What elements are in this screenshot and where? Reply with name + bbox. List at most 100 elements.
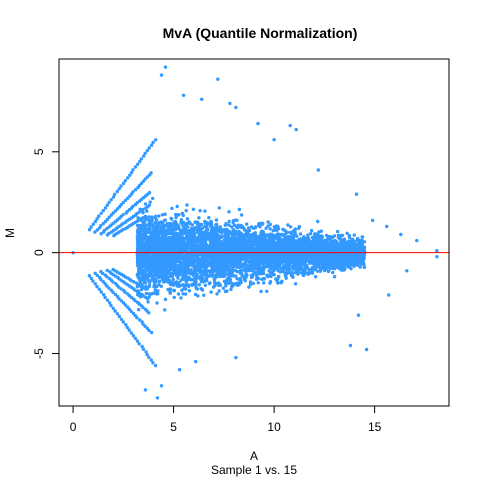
data-point [310, 271, 315, 275]
data-point [287, 239, 291, 243]
data-point [185, 278, 189, 283]
data-point [101, 208, 106, 213]
data-point [214, 223, 218, 227]
data-point [149, 358, 153, 362]
data-point [147, 215, 151, 219]
data-point [149, 171, 153, 175]
data-point [284, 261, 289, 265]
data-point [143, 223, 147, 228]
data-point [237, 207, 242, 212]
data-point [230, 225, 234, 229]
data-point [115, 189, 120, 194]
data-point [332, 275, 337, 279]
data-point [163, 228, 167, 232]
data-point [163, 308, 167, 312]
data-point [128, 173, 132, 177]
data-point [184, 209, 188, 213]
data-point [276, 281, 280, 285]
data-point [280, 269, 285, 273]
data-point [208, 273, 212, 277]
data-point [131, 333, 135, 338]
data-point [99, 224, 103, 228]
data-point [158, 224, 162, 228]
data-point [131, 280, 136, 284]
data-point [175, 226, 180, 231]
data-point [230, 240, 234, 244]
data-point [282, 228, 286, 232]
data-point [143, 202, 148, 206]
data-point [346, 265, 350, 269]
data-point [340, 233, 345, 237]
data-point [145, 353, 149, 357]
data-point [117, 297, 121, 301]
data-point [184, 248, 188, 253]
data-point [119, 317, 124, 321]
data-point [333, 265, 337, 270]
data-point [249, 245, 253, 249]
data-point [125, 325, 129, 330]
data-point [124, 323, 128, 327]
data-point [172, 288, 177, 293]
data-point [358, 238, 362, 243]
data-point [179, 231, 183, 235]
data-point [148, 268, 152, 272]
data-point [113, 309, 117, 313]
data-point [284, 276, 288, 280]
data-point [239, 213, 244, 217]
data-point [168, 291, 172, 295]
data-point [174, 212, 178, 217]
data-point [314, 275, 318, 279]
data-point [156, 241, 160, 245]
data-point [126, 196, 130, 200]
data-point [105, 203, 110, 207]
data-point [150, 261, 154, 265]
data-point [286, 223, 290, 227]
data-point [203, 283, 207, 287]
data-point [230, 284, 234, 289]
data-point [150, 215, 154, 219]
data-point [123, 290, 127, 294]
data-point [262, 239, 266, 244]
data-point [235, 277, 239, 281]
data-point [133, 299, 137, 303]
data-point [211, 273, 215, 277]
data-point [220, 271, 224, 275]
data-point [324, 239, 328, 243]
data-point [258, 225, 262, 229]
data-point [99, 290, 104, 294]
data-point [276, 257, 281, 261]
data-point [181, 292, 185, 296]
data-point [195, 287, 199, 291]
data-point [240, 274, 244, 278]
data-point [259, 230, 263, 235]
data-point [332, 234, 337, 238]
data-point [197, 232, 202, 236]
data-point [95, 273, 100, 278]
data-point [147, 355, 151, 360]
data-point [144, 291, 149, 296]
data-point [171, 243, 176, 247]
data-point [212, 278, 217, 282]
data-point [207, 281, 211, 286]
data-point [306, 272, 310, 276]
data-point [87, 274, 92, 278]
data-point [162, 280, 166, 284]
data-point [265, 289, 269, 293]
data-point [145, 266, 149, 270]
data-point [222, 279, 227, 283]
data-point [97, 287, 102, 291]
data-point [95, 228, 100, 232]
data-point [203, 209, 207, 213]
data-point [193, 226, 198, 230]
data-point [218, 225, 223, 229]
data-point [312, 235, 317, 239]
data-point [287, 258, 291, 262]
data-point [170, 206, 174, 211]
data-point [162, 223, 166, 227]
data-point [169, 216, 173, 221]
data-point [229, 287, 233, 292]
data-point [142, 278, 146, 282]
data-point [125, 305, 130, 309]
data-point [233, 282, 237, 286]
